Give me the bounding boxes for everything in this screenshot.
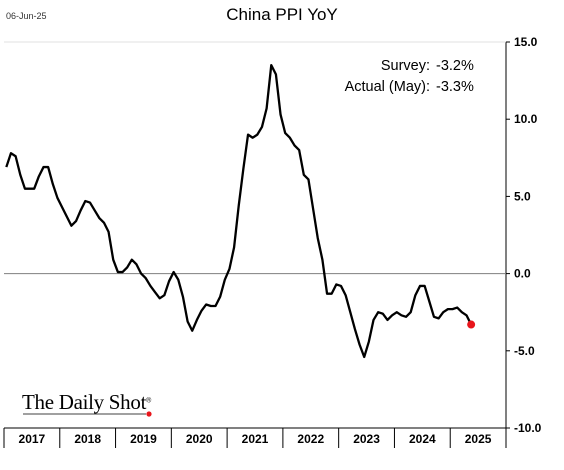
date-stamp: 06-Jun-25 — [6, 11, 47, 21]
brand-dot-icon — [146, 411, 152, 417]
x-tick-label: 2024 — [409, 432, 436, 446]
x-tick-label: 2020 — [186, 432, 213, 446]
actual-annotation: Actual (May): -3.3% — [0, 79, 564, 99]
y-tick-label: 15.0 — [514, 35, 538, 49]
survey-label: Survey: — [380, 58, 430, 74]
x-tick-label: 2023 — [353, 432, 380, 446]
brand-logo: The Daily Shot® — [22, 390, 167, 420]
survey-value: -3.2% — [436, 58, 474, 74]
brand-name: The Daily Shot — [22, 390, 147, 414]
survey-annotation: Survey: -3.2% — [0, 58, 564, 78]
y-tick-label: -5.0 — [514, 344, 535, 358]
x-tick-label: 2019 — [130, 432, 157, 446]
actual-label: Actual (May): — [344, 79, 430, 95]
series-line — [5, 64, 473, 359]
latest-point-marker — [467, 320, 476, 329]
x-tick-label: 2021 — [242, 432, 269, 446]
y-tick-label: 5.0 — [514, 189, 531, 203]
chart-title: China PPI YoY — [226, 5, 338, 24]
brand-underline — [23, 411, 152, 417]
actual-value: -3.3% — [436, 79, 474, 95]
x-tick-label: 2017 — [19, 432, 46, 446]
x-tick-label: 2022 — [297, 432, 324, 446]
y-tick-label: 10.0 — [514, 112, 538, 126]
brand-registered-mark: ® — [146, 397, 152, 405]
y-tick-label: 0.0 — [514, 267, 531, 281]
x-tick-label: 2018 — [74, 432, 101, 446]
y-tick-label: -10.0 — [514, 421, 542, 435]
x-tick-label: 2025 — [465, 432, 492, 446]
